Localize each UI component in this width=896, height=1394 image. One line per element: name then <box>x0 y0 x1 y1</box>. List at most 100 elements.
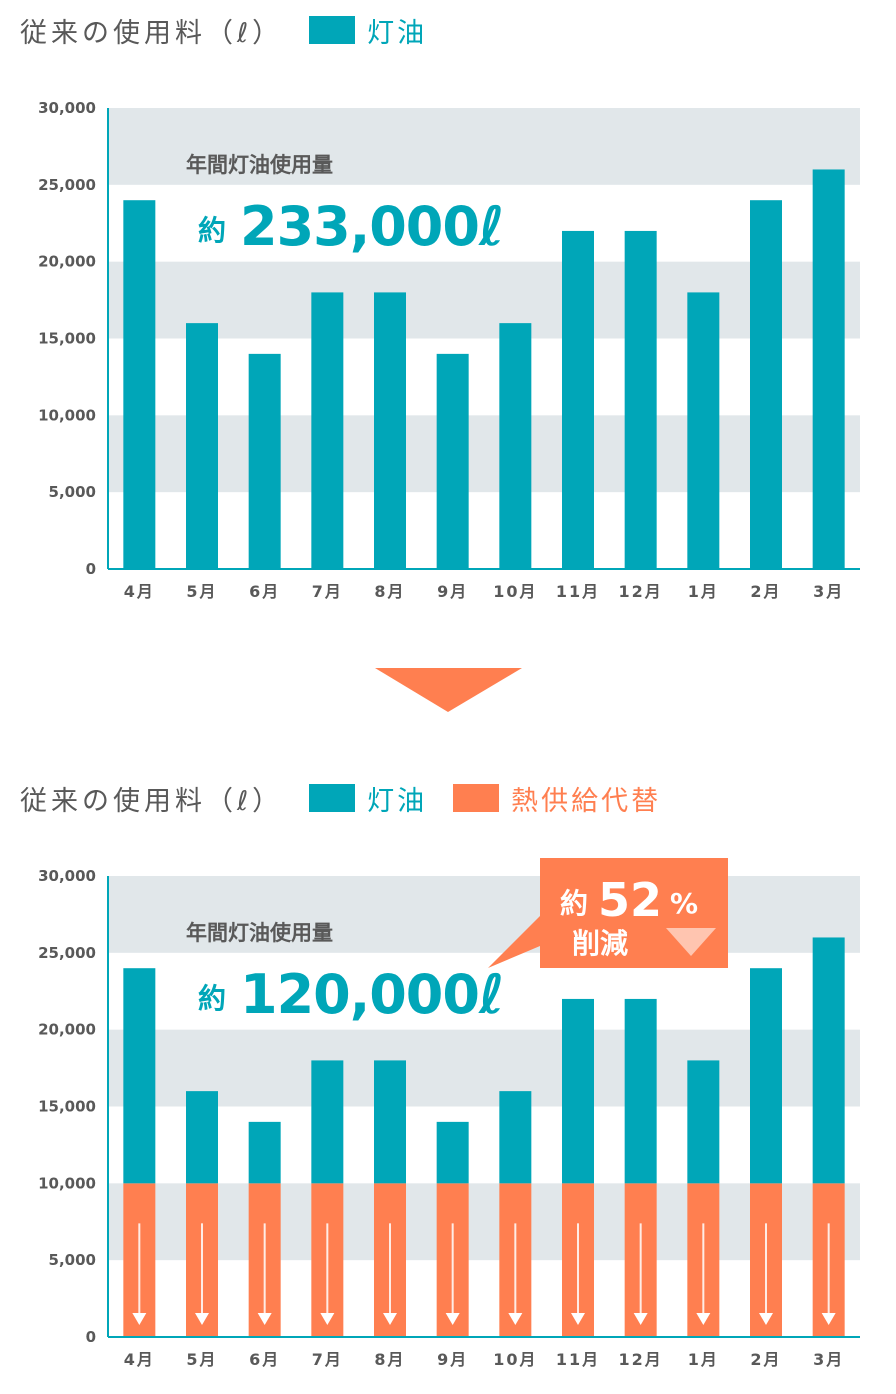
bar-down-arrow-icon <box>696 1223 711 1325</box>
bar-kerosene <box>499 323 532 569</box>
callout-label: 削減 <box>572 927 628 960</box>
bar-kerosene <box>123 200 156 569</box>
y-tick-label: 0 <box>86 1328 96 1346</box>
legend-title: 従来の使用料（ℓ） <box>20 785 284 817</box>
y-tick-label: 15,000 <box>38 330 96 348</box>
reduction-callout: 約 52 % 削減 <box>488 858 728 968</box>
y-tick-label: 5,000 <box>49 483 96 501</box>
bars <box>123 169 845 569</box>
bar-down-arrow-icon <box>759 1223 773 1325</box>
annotation-prefix: 約 <box>198 982 226 1015</box>
bar-down-arrow-icon <box>633 1223 648 1325</box>
bar-kerosene <box>624 230 657 569</box>
bar-kerosene <box>687 292 720 569</box>
x-tick-label: 9月 <box>437 1350 468 1369</box>
legend-swatch-kerosene <box>309 784 356 812</box>
bar-kerosene <box>687 1060 720 1184</box>
bar-down-arrow-icon <box>383 1223 397 1325</box>
bar-kerosene <box>812 937 845 1184</box>
grid-bands <box>108 876 860 1261</box>
annotation-prefix: 約 <box>198 214 226 247</box>
bar-down-arrow-icon <box>320 1223 335 1325</box>
x-tick-label: 5月 <box>186 582 217 601</box>
legend-swatch-kerosene <box>309 16 356 44</box>
legend-label-kerosene: 灯油 <box>367 17 428 49</box>
callout-prefix: 約 <box>560 887 588 920</box>
grid-band <box>108 108 860 185</box>
x-tick-label: 7月 <box>312 1350 343 1369</box>
bar-down-arrow-icon <box>257 1223 272 1325</box>
legend-item-kerosene: 灯油 <box>309 11 427 50</box>
x-tick-label: 2月 <box>750 1350 781 1369</box>
bar-kerosene <box>248 353 281 569</box>
legend-top: 従来の使用料（ℓ） 灯油 <box>20 10 427 50</box>
bar-kerosene <box>311 292 344 569</box>
y-tick-labels: 0 5,000 10,000 15,000 20,000 25,000 30,000 <box>38 867 96 1346</box>
bar-kerosene <box>750 200 782 569</box>
x-tick-label: 6月 <box>249 582 280 601</box>
grid-band <box>108 1183 860 1261</box>
bar-down-arrow-icon <box>508 1223 523 1325</box>
x-tick-label: 3月 <box>813 582 844 601</box>
bar-kerosene <box>812 169 845 569</box>
annotation-value: 233,000ℓ <box>240 195 503 258</box>
bar-down-arrow-icon <box>571 1223 585 1325</box>
x-tick-label: 2月 <box>750 582 781 601</box>
y-tick-label: 10,000 <box>38 1174 96 1192</box>
bar-kerosene <box>562 998 594 1184</box>
bar-kerosene <box>624 998 657 1184</box>
x-tick-label: 3月 <box>813 1350 844 1369</box>
grid-band <box>108 876 860 953</box>
x-tick-label: 12月 <box>619 582 663 601</box>
bar-kerosene <box>248 1121 281 1184</box>
bar-down-arrow-icon <box>445 1223 460 1325</box>
annotation: 年間灯油使用量 約 233,000ℓ <box>186 153 504 258</box>
annotation-title: 年間灯油使用量 <box>186 153 333 177</box>
kerosene-usage-chart: 0 5,000 10,000 15,000 20,000 25,000 30,000 4月 5… <box>38 99 860 601</box>
x-tick-label: 4月 <box>124 582 155 601</box>
kerosene-reduction-chart: 0 5,000 10,000 15,000 20,000 25,000 30,000 4月 5… <box>38 858 860 1369</box>
x-tick-labels: 4月 5月 6月 7月 8月 9月 10月 11月 12月 1月 2月 3月 <box>124 582 844 601</box>
y-tick-label: 25,000 <box>38 944 96 962</box>
legend-swatch-heat-supply <box>453 784 500 812</box>
x-tick-label: 9月 <box>437 582 468 601</box>
y-tick-labels: 0 5,000 10,000 15,000 20,000 25,000 30,000 <box>38 99 96 578</box>
callout-unit: % <box>670 887 698 920</box>
x-tick-label: 1月 <box>688 1350 719 1369</box>
x-tick-label: 11月 <box>556 582 600 601</box>
down-arrow-icon <box>375 668 522 712</box>
bar-down-arrow-icon <box>195 1223 209 1325</box>
bar-down-arrow-icon <box>132 1223 147 1325</box>
callout-value: 52 <box>598 873 662 927</box>
x-tick-label: 11月 <box>556 1350 600 1369</box>
legend-item-kerosene: 灯油 <box>309 779 427 818</box>
legend-bottom: 従来の使用料（ℓ） 灯油 熱供給代替 <box>20 778 661 818</box>
grid-band <box>108 1029 860 1107</box>
y-tick-label: 30,000 <box>38 867 96 885</box>
y-tick-label: 0 <box>86 560 96 578</box>
grid-band <box>108 415 860 493</box>
annotation-value: 120,000ℓ <box>240 963 503 1026</box>
x-tick-label: 6月 <box>249 1350 280 1369</box>
x-tick-labels: 4月 5月 6月 7月 8月 9月 10月 11月 12月 1月 2月 3月 <box>124 1350 844 1369</box>
x-tick-label: 8月 <box>374 1350 405 1369</box>
x-tick-label: 12月 <box>619 1350 663 1369</box>
bar-kerosene <box>123 968 156 1184</box>
bar-down-arrow-icon <box>821 1223 836 1325</box>
y-tick-label: 20,000 <box>38 1021 96 1039</box>
x-tick-label: 5月 <box>186 1350 217 1369</box>
callout-box <box>488 858 728 968</box>
bars <box>123 937 845 1337</box>
legend-title: 従来の使用料（ℓ） <box>20 17 284 49</box>
legend-item-heat-supply: 熱供給代替 <box>453 779 661 818</box>
legend-label-kerosene: 灯油 <box>367 785 428 817</box>
bar-kerosene <box>311 1060 344 1184</box>
bar-kerosene <box>186 1091 218 1184</box>
y-tick-label: 5,000 <box>49 1251 96 1269</box>
y-tick-label: 15,000 <box>38 1098 96 1116</box>
x-tick-label: 7月 <box>312 582 343 601</box>
y-tick-label: 20,000 <box>38 253 96 271</box>
x-tick-label: 8月 <box>374 582 405 601</box>
x-tick-label: 1月 <box>688 582 719 601</box>
grid-band <box>108 261 860 339</box>
